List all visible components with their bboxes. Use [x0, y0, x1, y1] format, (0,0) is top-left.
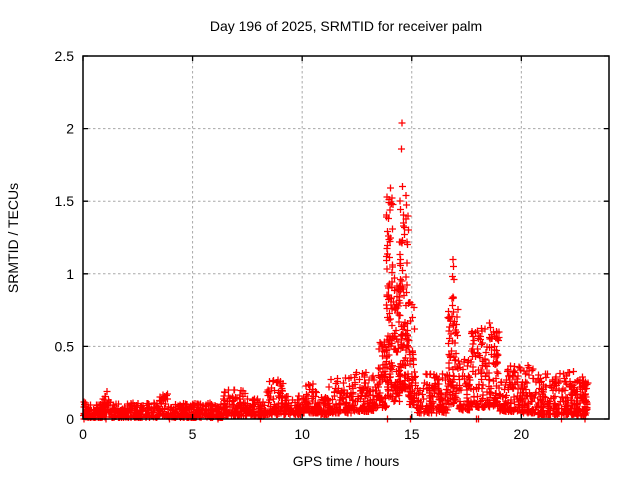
y-tick-label-0: 0: [66, 411, 74, 427]
x-axis-label: GPS time / hours: [293, 453, 400, 469]
x-tick-label-15: 15: [404, 426, 420, 442]
y-tick-label-2: 2: [66, 121, 74, 137]
x-tick-label-5: 5: [189, 426, 197, 442]
gridlines: [83, 56, 609, 419]
y-tick-label-2.5: 2.5: [55, 48, 75, 64]
chart-title: Day 196 of 2025, SRMTID for receiver pal…: [210, 18, 482, 34]
y-tick-label-0.5: 0.5: [55, 338, 75, 354]
data-points-series-srmtid: [80, 119, 592, 423]
axis-tick-labels: 0 5 10 15 20 0 0.5 1 1.5 2 2.5: [55, 48, 530, 442]
y-tick-label-1.5: 1.5: [55, 193, 75, 209]
y-tick-label-1: 1: [66, 266, 74, 282]
tick-marks-path: [82, 55, 609, 420]
plot-border: [82, 55, 610, 420]
gridline-path: [83, 56, 609, 419]
x-tick-label-10: 10: [294, 426, 310, 442]
scatter-plus-markers: [80, 119, 592, 423]
y-axis-label: SRMTID / TECUs: [5, 183, 21, 293]
axis-ticks: [82, 55, 609, 420]
x-tick-label-0: 0: [79, 426, 87, 442]
x-tick-label-20: 20: [514, 426, 530, 442]
